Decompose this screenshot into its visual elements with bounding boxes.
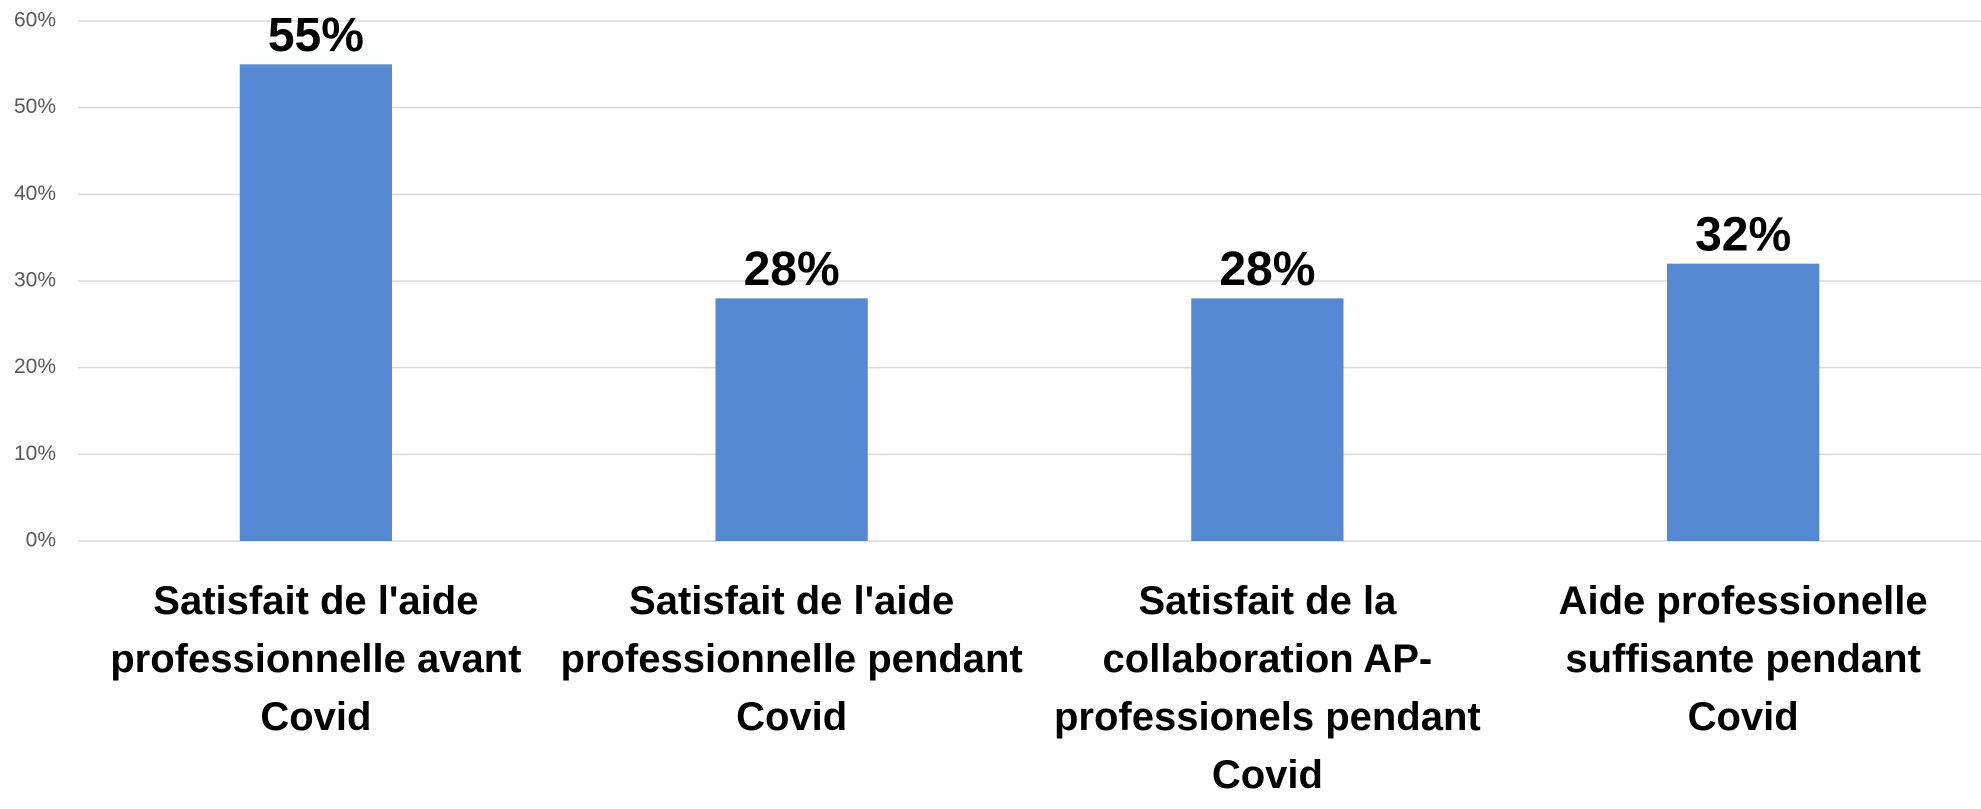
x-tick-label-box: Satisfait de la collaboration AP-profess… [1054,579,1481,797]
y-tick-label: 40% [14,182,56,205]
x-tick-label: Satisfait de l'aide professionnelle pend… [560,579,1023,739]
x-tick-label: Satisfait de l'aide professionnelle avan… [110,579,522,739]
bar [1667,263,1820,541]
x-tick-label-box: Satisfait de l'aide professionnelle avan… [110,579,522,739]
y-tick-label: 30% [14,269,56,292]
x-tick-label: Aide professionelle suffisante pendant C… [1558,579,1928,739]
data-label: 28% [744,243,840,296]
y-tick-label: 50% [14,95,56,118]
bar [715,298,868,541]
x-tick-label-box: Satisfait de l'aide professionnelle pend… [560,579,1023,739]
x-tick-label: Satisfait de la collaboration AP-profess… [1054,579,1481,797]
bar [1191,298,1344,541]
data-label: 32% [1695,208,1791,261]
bar [239,64,392,541]
y-tick-label: 60% [14,9,56,32]
data-label: 28% [1219,243,1315,296]
x-tick-label-box: Aide professionelle suffisante pendant C… [1558,579,1928,739]
y-tick-label: 0% [26,529,56,552]
data-label: 55% [268,9,364,62]
y-tick-label: 10% [14,442,56,465]
y-tick-label: 20% [14,355,56,378]
